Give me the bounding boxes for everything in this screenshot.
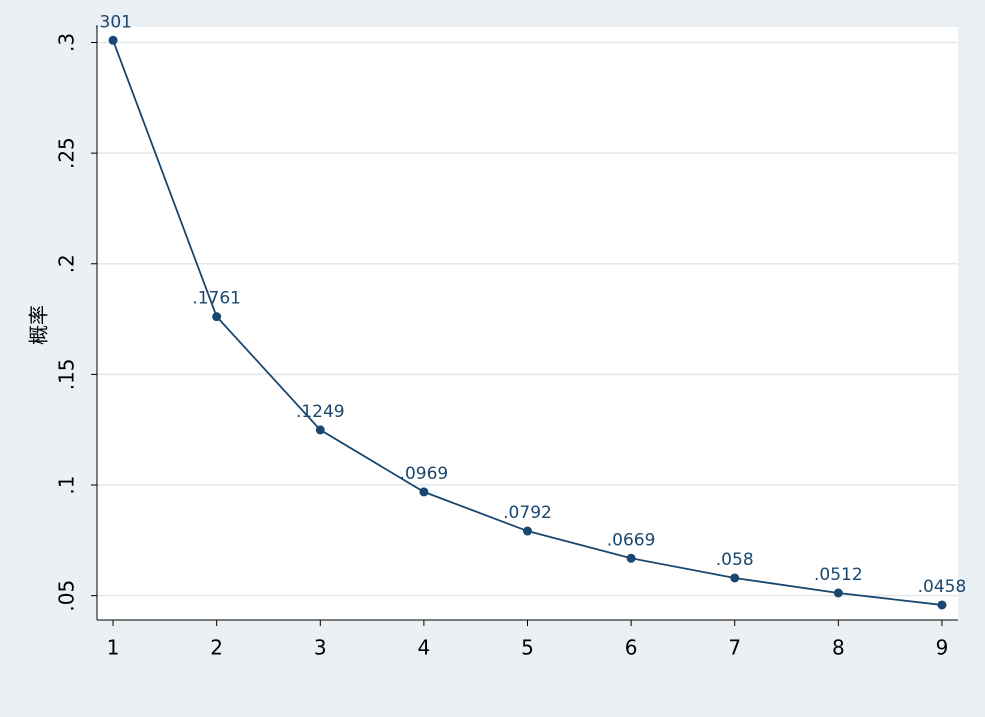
- y-tick-label: .1: [55, 475, 79, 494]
- y-tick-label: .25: [55, 137, 79, 169]
- marker: [730, 573, 740, 583]
- x-tick-label: 8: [832, 636, 845, 660]
- marker: [419, 487, 429, 497]
- data-label: .058: [716, 550, 754, 570]
- data-label: .0669: [607, 530, 656, 550]
- x-tick-label: 3: [314, 636, 327, 660]
- data-label: .0512: [814, 565, 863, 585]
- x-tick-label: 6: [625, 636, 638, 660]
- x-tick-label: 9: [936, 636, 949, 660]
- marker: [937, 600, 947, 610]
- x-tick-label: 7: [728, 636, 741, 660]
- x-tick-label: 5: [521, 636, 534, 660]
- data-label: .1761: [192, 289, 241, 309]
- y-tick-label: .15: [55, 358, 79, 390]
- y-tick-label: .2: [55, 254, 79, 273]
- marker: [626, 553, 636, 563]
- y-tick-label: .05: [55, 580, 79, 612]
- data-label: .0458: [918, 577, 967, 597]
- marker: [108, 35, 118, 45]
- marker: [315, 425, 325, 435]
- data-label: .301: [94, 12, 132, 32]
- marker: [212, 312, 222, 322]
- marker: [523, 526, 532, 536]
- data-label: .0969: [400, 464, 449, 484]
- data-label: .1249: [296, 402, 345, 422]
- x-tick-label: 2: [210, 636, 223, 660]
- marker: [833, 588, 843, 598]
- y-tick-label: .3: [55, 33, 79, 52]
- plot-area: [97, 27, 958, 620]
- x-tick-label: 1: [107, 636, 120, 660]
- y-axis-label: 概率: [27, 305, 51, 345]
- data-label: .0792: [503, 503, 552, 523]
- x-tick-label: 4: [418, 636, 431, 660]
